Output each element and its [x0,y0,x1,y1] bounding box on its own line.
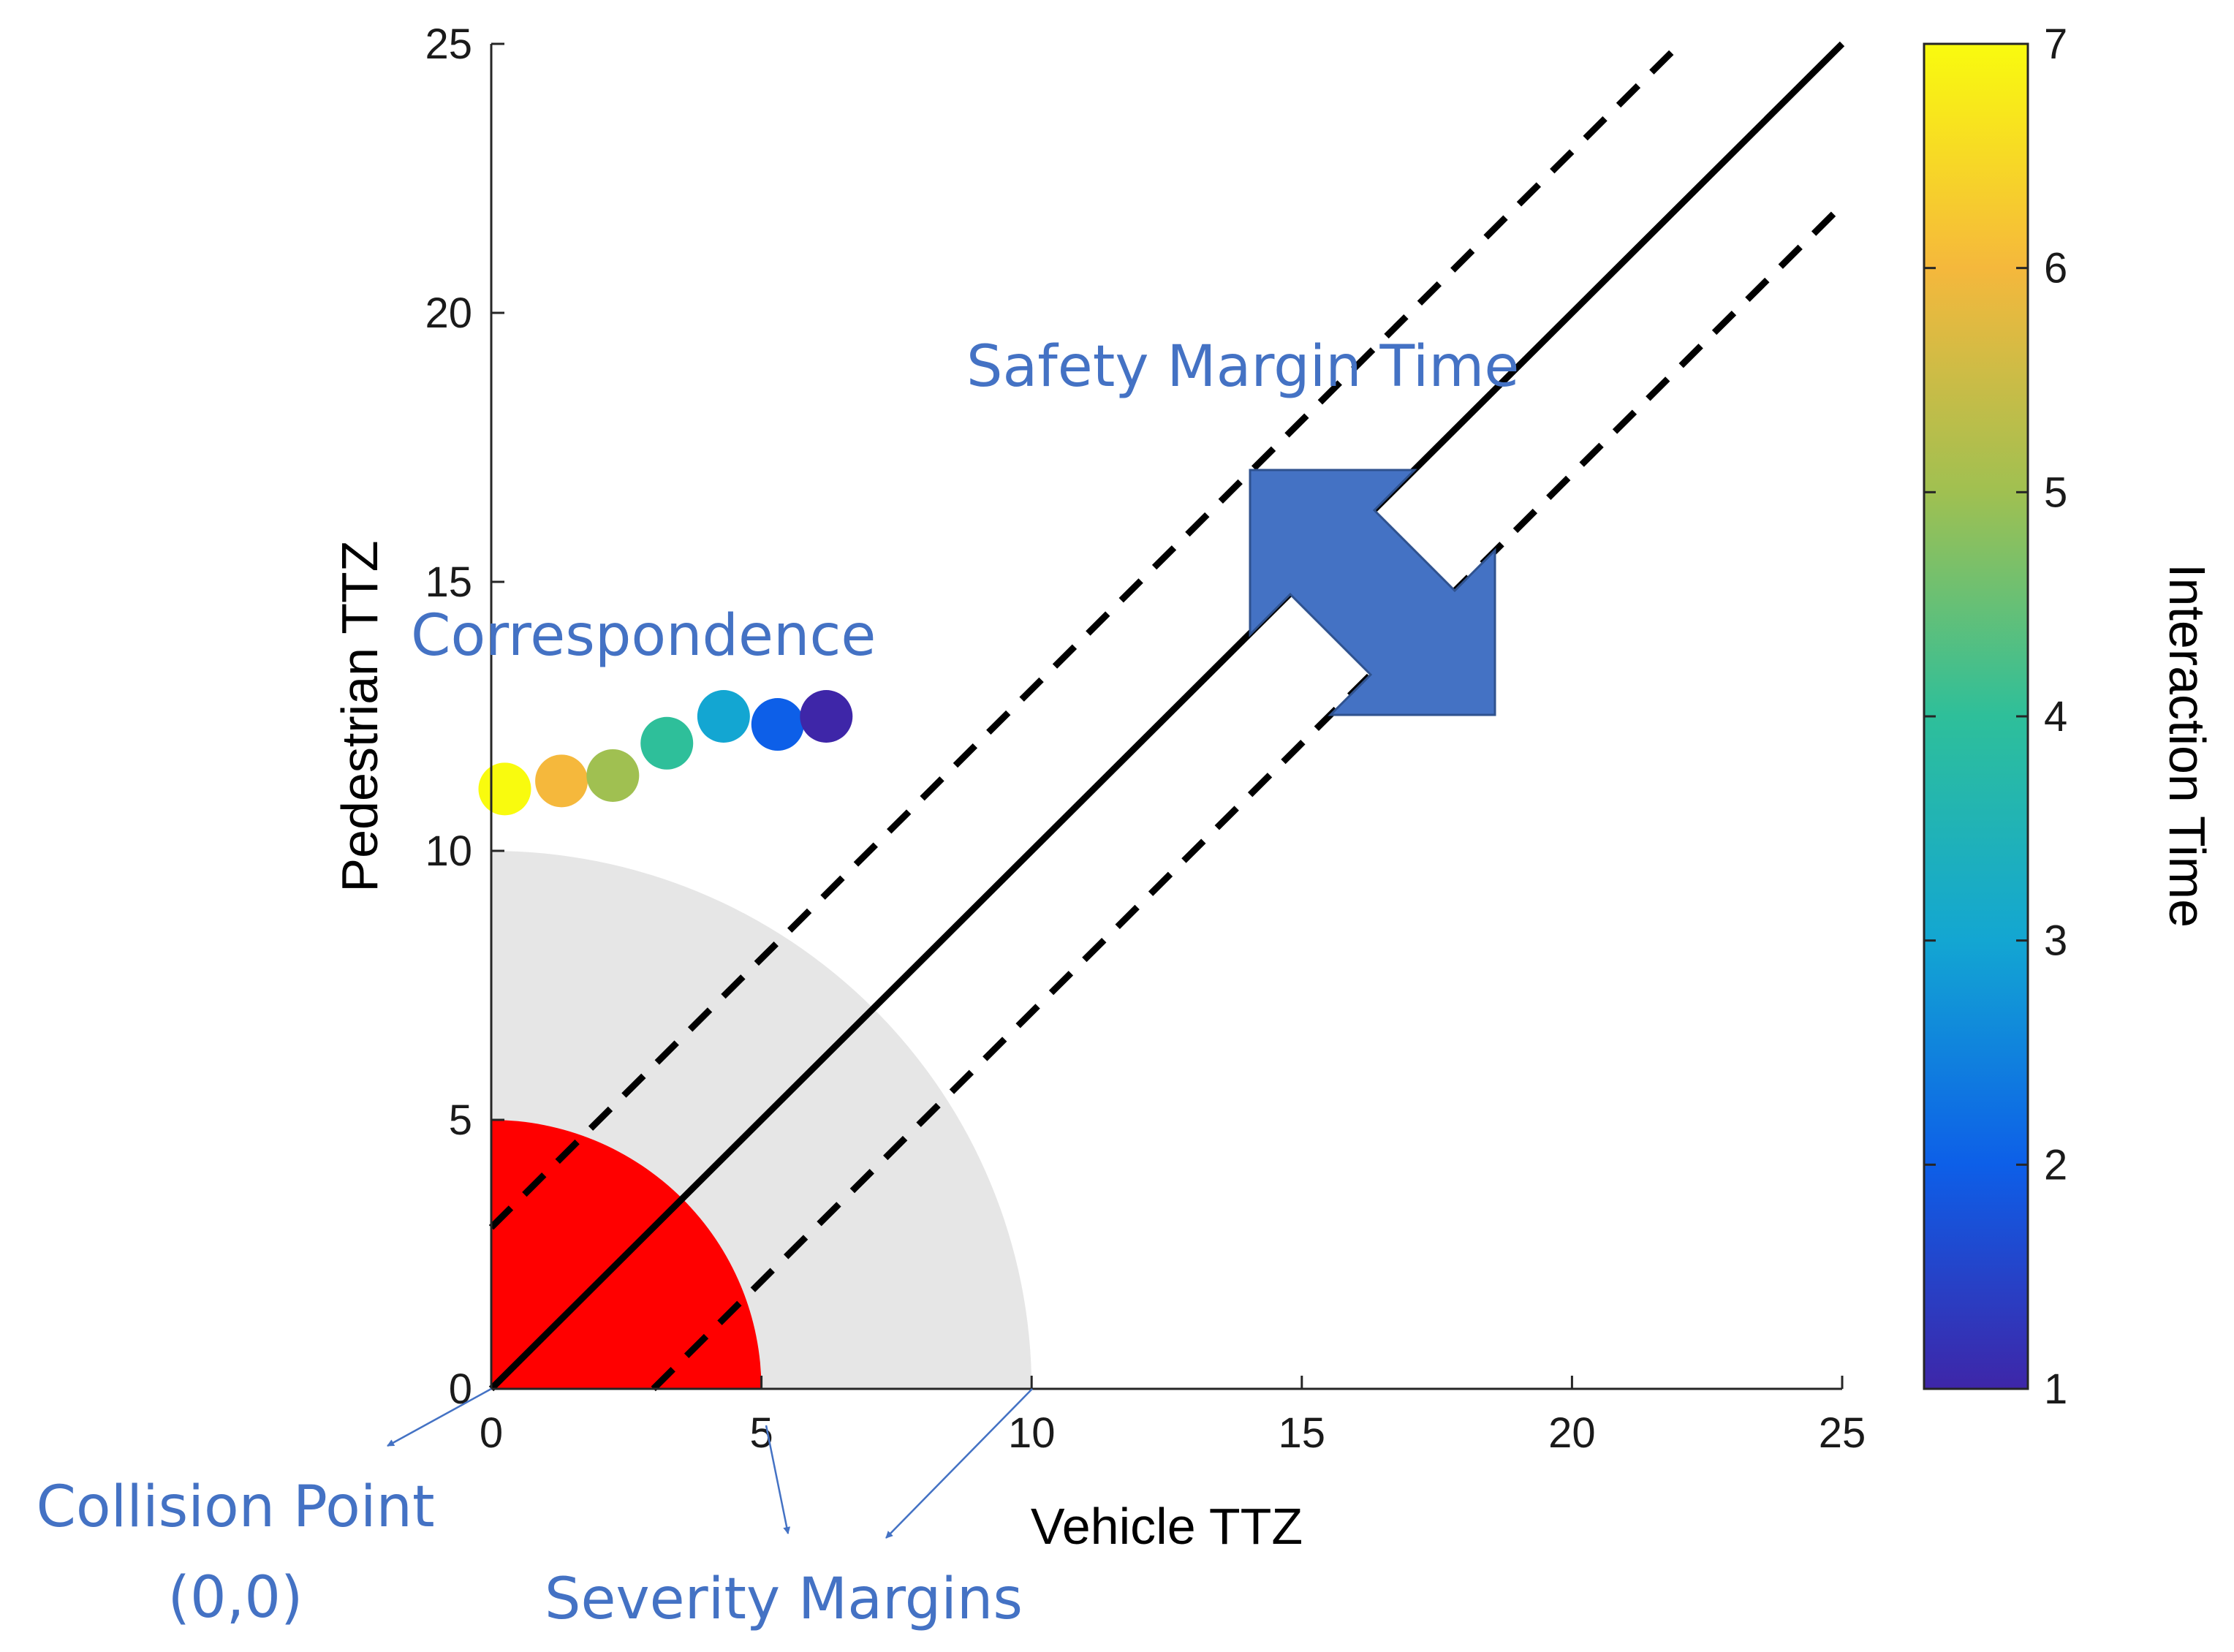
x-tick-label: 15 [1279,1409,1326,1457]
data-point [478,762,531,816]
collision-point-pointer [387,1387,492,1447]
x-tick-label: 5 [749,1409,773,1457]
severity-outer-pointer [885,1388,1033,1539]
data-point [697,690,750,743]
x-axis-title: Vehicle TTZ [1031,1498,1303,1555]
data-point [535,754,588,808]
x-tick-label: 0 [480,1409,503,1457]
data-point [800,690,853,743]
data-points [478,690,853,816]
safety-margin-time-label: Safety Margin Time [966,334,1519,400]
correspondence-label: Correspondence [411,603,876,669]
colorbar-tick-label: 5 [2044,469,2067,516]
axes [490,44,1842,1390]
y-tick-label: 10 [425,827,472,875]
correspondence-line [488,41,1845,1392]
y-tick-label: 25 [425,20,472,68]
y-tick-label: 15 [425,558,472,606]
x-tick-label: 20 [1548,1409,1596,1457]
colorbar [1923,42,2029,1390]
y-axis-title: Pedestrian TTZ [331,540,388,892]
collision-point-label: Collision Point [36,1474,434,1540]
colorbar-tick-label: 3 [2044,917,2067,965]
collision-coords-label: (0,0) [168,1565,303,1631]
data-point [586,749,640,802]
colorbar-tick-label: 7 [2044,20,2067,68]
x-ticks: 0 5 10 15 20 25 [480,1376,1866,1457]
x-tick-label: 10 [1008,1409,1056,1457]
safety-margin-double-arrow [1249,469,1496,716]
colorbar-tick-label: 6 [2044,245,2067,292]
severity-margins-label: Severity Margins [545,1566,1023,1632]
y-tick-label: 20 [425,289,472,337]
colorbar-ticks: 1 2 3 4 5 6 7 [1924,20,2067,1413]
data-point [751,698,804,751]
x-tick-label: 25 [1819,1409,1866,1457]
data-point [640,716,694,770]
y-tick-label: 5 [449,1096,472,1144]
colorbar-tick-label: 4 [2044,693,2067,740]
severity-inner-pointer [765,1425,791,1534]
colorbar-tick-label: 1 [2044,1365,2067,1413]
colorbar-title: Interaction Time [2159,564,2216,928]
colorbar-tick-label: 2 [2044,1141,2067,1189]
margin-lines [488,41,1845,1392]
